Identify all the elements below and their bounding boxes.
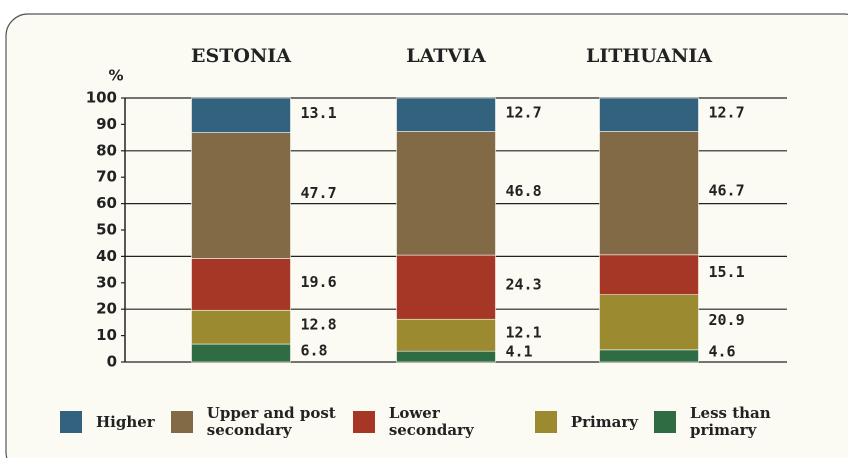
y-tick-label: 10 <box>96 326 117 344</box>
value-label: 12.7 <box>709 103 745 121</box>
value-label: 20.9 <box>709 311 745 329</box>
bar-segment <box>599 349 699 363</box>
category-label: LATVIA <box>406 45 486 67</box>
bar-segment <box>599 294 699 351</box>
bar-segment <box>396 254 496 320</box>
value-label: 24.3 <box>506 276 542 294</box>
value-label: 12.7 <box>506 103 542 121</box>
bar-segment <box>396 350 496 363</box>
legend-label: Upper and post secondary <box>206 404 336 439</box>
legend: Higher Upper and post secondary Lower seco… <box>60 402 820 442</box>
legend-label: Primary <box>570 412 638 431</box>
bar-segment <box>191 343 291 363</box>
y-tick-label: 90 <box>96 115 117 133</box>
y-tick-label: 80 <box>96 141 117 159</box>
legend-label: Higher <box>96 412 155 431</box>
legend-item: Lower secondary <box>352 402 519 442</box>
bar-segment <box>396 97 496 132</box>
value-label: 47.7 <box>301 184 337 202</box>
value-label: 6.8 <box>301 342 328 360</box>
legend-swatch <box>60 411 82 433</box>
legend-item: Upper and post secondary <box>170 402 337 442</box>
y-tick-label: 70 <box>96 168 117 186</box>
legend-swatch <box>654 411 676 433</box>
legend-label: Less than primary <box>690 404 771 439</box>
value-label: 15.1 <box>709 263 745 281</box>
value-label: 4.6 <box>709 343 736 361</box>
bar-segment <box>191 258 291 311</box>
bar-segment <box>396 318 496 352</box>
y-tick-label: 20 <box>96 300 117 318</box>
legend-swatch <box>352 411 375 433</box>
bar-segment <box>191 132 291 259</box>
bar-segment <box>599 254 699 295</box>
bar-segment <box>599 97 699 132</box>
value-label: 13.1 <box>301 104 337 122</box>
y-tick-label: 100 <box>86 89 117 107</box>
y-tick-label: 0 <box>107 353 117 371</box>
legend-label: Lower secondary <box>388 404 474 439</box>
legend-item: Higher <box>60 402 155 442</box>
value-label: 46.7 <box>709 182 745 200</box>
value-label: 12.8 <box>301 316 337 334</box>
y-tick-label: 30 <box>96 273 117 291</box>
value-label: 12.1 <box>506 324 542 342</box>
value-label: 46.8 <box>506 182 542 200</box>
y-tick-label: 50 <box>96 221 117 239</box>
bar-segment <box>191 309 291 345</box>
bar-segment <box>599 131 699 256</box>
y-tick-label: 60 <box>96 194 117 212</box>
category-label: ESTONIA <box>191 45 291 67</box>
y-unit-label: % <box>108 67 123 85</box>
bar-segment <box>191 97 291 133</box>
bar-segment <box>396 131 496 256</box>
legend-swatch <box>534 411 557 433</box>
y-tick-label: 40 <box>96 247 117 265</box>
legend-swatch <box>170 411 193 433</box>
value-label: 4.1 <box>506 343 533 361</box>
legend-item: Less than primary <box>654 402 820 442</box>
legend-item: Primary <box>534 402 638 442</box>
value-label: 19.6 <box>301 273 337 291</box>
category-label: LITHUANIA <box>586 45 712 67</box>
